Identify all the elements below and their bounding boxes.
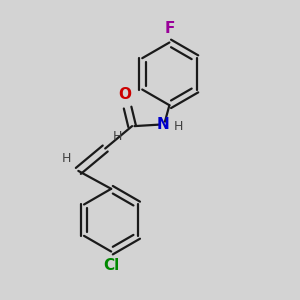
Text: H: H: [61, 152, 71, 165]
Text: H: H: [174, 120, 183, 133]
Text: Cl: Cl: [103, 258, 119, 273]
Text: O: O: [118, 87, 131, 102]
Text: N: N: [157, 117, 170, 132]
Text: H: H: [113, 130, 122, 142]
Text: F: F: [164, 21, 175, 36]
